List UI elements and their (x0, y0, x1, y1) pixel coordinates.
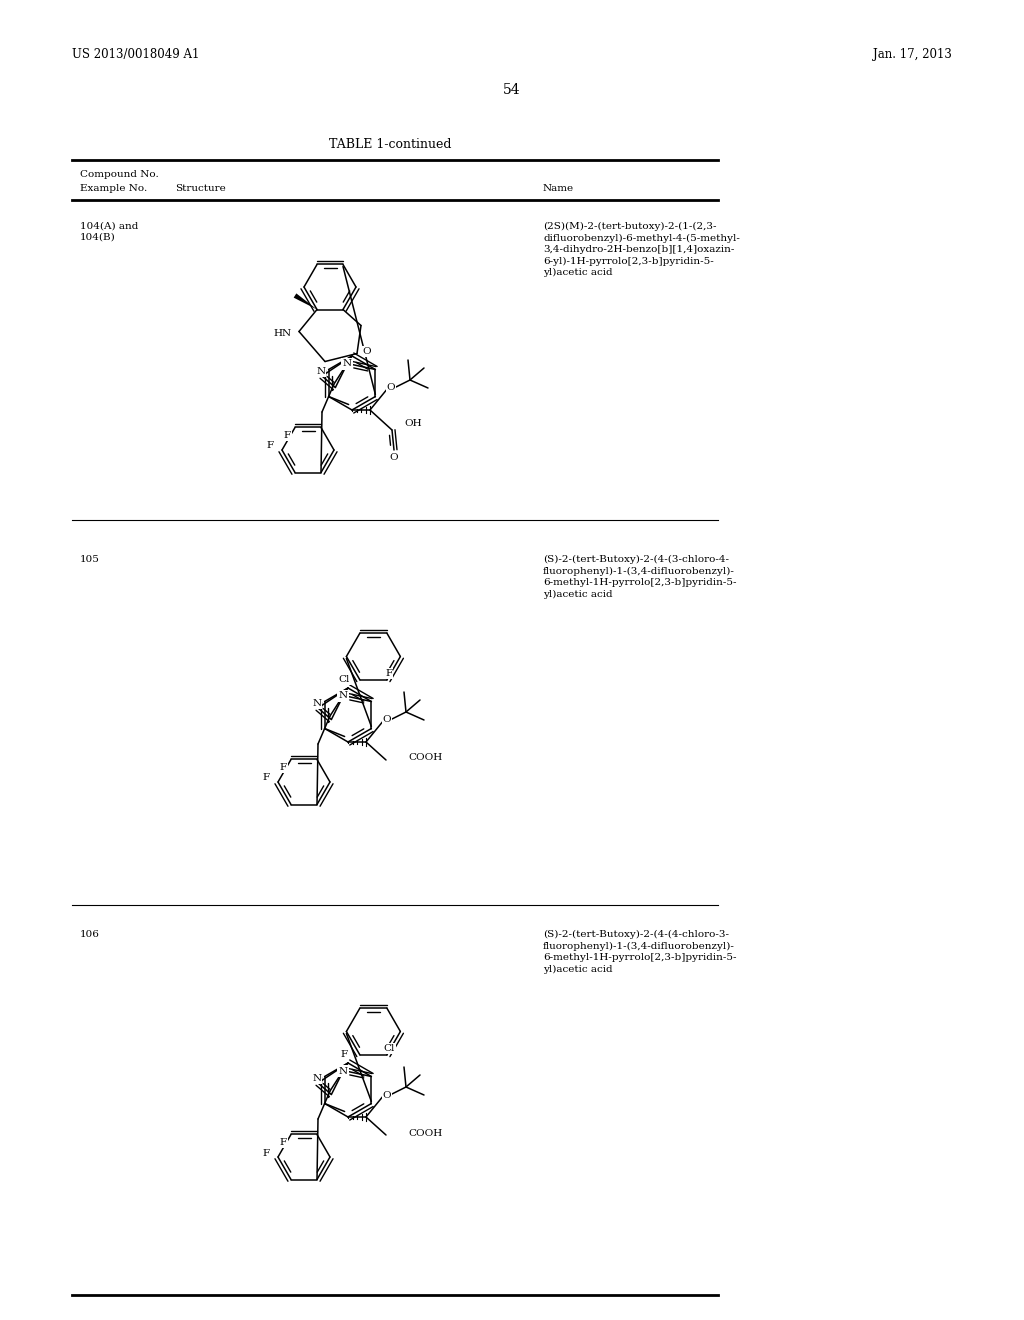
Text: N: N (312, 1074, 322, 1082)
Text: O: O (390, 454, 398, 462)
Text: Jan. 17, 2013: Jan. 17, 2013 (873, 48, 952, 61)
Text: Structure: Structure (175, 183, 225, 193)
Text: HN: HN (274, 329, 292, 338)
Text: COOH: COOH (408, 754, 442, 763)
Text: Example No.: Example No. (80, 183, 147, 193)
Text: F: F (284, 432, 291, 440)
Text: N: N (316, 367, 326, 376)
Text: COOH: COOH (408, 1129, 442, 1138)
Text: (S)-2-(tert-Butoxy)-2-(4-(3-chloro-4-
fluorophenyl)-1-(3,4-difluorobenzyl)-
6-me: (S)-2-(tert-Butoxy)-2-(4-(3-chloro-4- fl… (543, 554, 736, 599)
Text: TABLE 1-continued: TABLE 1-continued (329, 139, 452, 150)
Text: Cl: Cl (383, 1044, 394, 1053)
Text: O: O (387, 384, 395, 392)
Text: N: N (339, 1067, 347, 1076)
Text: O: O (362, 347, 372, 356)
Text: US 2013/0018049 A1: US 2013/0018049 A1 (72, 48, 200, 61)
Text: N: N (342, 359, 351, 368)
Text: OH: OH (404, 420, 422, 429)
Text: O: O (383, 1090, 391, 1100)
Polygon shape (294, 293, 317, 309)
Text: F: F (266, 441, 273, 450)
Text: (2S)(M)-2-(tert-butoxy)-2-(1-(2,3-
difluorobenzyl)-6-methyl-4-(5-methyl-
3,4-dih: (2S)(M)-2-(tert-butoxy)-2-(1-(2,3- diflu… (543, 222, 740, 277)
Text: 106: 106 (80, 931, 100, 939)
Text: F: F (340, 1051, 347, 1060)
Text: Cl: Cl (338, 676, 349, 684)
Text: N: N (312, 700, 322, 708)
Text: N: N (339, 692, 347, 701)
Text: O: O (383, 715, 391, 725)
Text: 105: 105 (80, 554, 100, 564)
Text: (S)-2-(tert-Butoxy)-2-(4-(4-chloro-3-
fluorophenyl)-1-(3,4-difluorobenzyl)-
6-me: (S)-2-(tert-Butoxy)-2-(4-(4-chloro-3- fl… (543, 931, 736, 974)
Text: 54: 54 (503, 83, 521, 96)
Text: Compound No.: Compound No. (80, 170, 159, 180)
Text: F: F (262, 1148, 269, 1158)
Text: F: F (385, 669, 392, 678)
Text: F: F (280, 763, 287, 772)
Text: F: F (262, 774, 269, 783)
Text: 104(A) and
104(B): 104(A) and 104(B) (80, 222, 138, 242)
Text: Name: Name (543, 183, 574, 193)
Text: F: F (280, 1138, 287, 1147)
